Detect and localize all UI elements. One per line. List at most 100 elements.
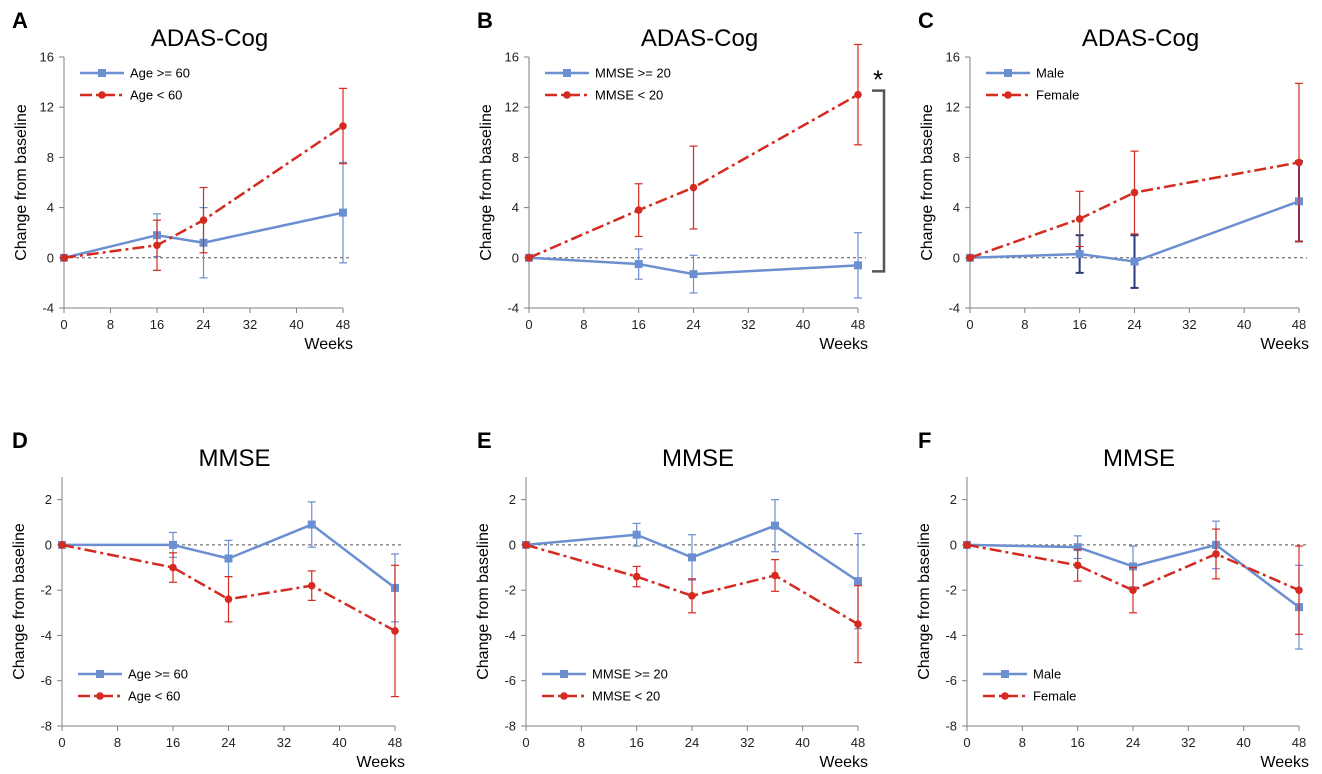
y-tick-label: 0 bbox=[950, 537, 957, 552]
data-point bbox=[771, 521, 779, 530]
x-axis-label: Weeks bbox=[819, 754, 868, 771]
y-tick-label: -6 bbox=[40, 673, 52, 688]
x-tick-label: 16 bbox=[1070, 735, 1084, 750]
x-tick-label: 40 bbox=[1236, 735, 1250, 750]
chart-title: MMSE bbox=[662, 445, 734, 472]
x-tick-label: 24 bbox=[1127, 317, 1141, 332]
x-tick-label: 48 bbox=[851, 317, 865, 332]
y-tick-label: 0 bbox=[509, 537, 516, 552]
y-tick-label: -4 bbox=[948, 301, 960, 316]
data-point bbox=[1130, 188, 1139, 197]
data-point bbox=[169, 540, 177, 549]
y-tick-label: 4 bbox=[512, 200, 519, 215]
data-point bbox=[1295, 158, 1303, 167]
legend-label: Female bbox=[1036, 88, 1079, 103]
legend-marker bbox=[1004, 69, 1012, 77]
y-tick-label: 0 bbox=[45, 537, 52, 552]
x-tick-label: 8 bbox=[107, 317, 114, 332]
data-point bbox=[339, 122, 347, 130]
data-point bbox=[634, 206, 643, 214]
series-red bbox=[966, 82, 1303, 262]
x-tick-label: 8 bbox=[1021, 317, 1028, 332]
y-axis-label: Change from baseline bbox=[919, 104, 936, 261]
series-line bbox=[528, 93, 859, 259]
panel-letter: B bbox=[477, 8, 493, 33]
series-line bbox=[969, 161, 1300, 259]
data-point bbox=[60, 253, 68, 262]
x-tick-label: 16 bbox=[631, 317, 645, 332]
x-tick-label: 24 bbox=[221, 735, 235, 750]
series-line bbox=[528, 256, 859, 276]
x-tick-label: 16 bbox=[1072, 317, 1086, 332]
data-point bbox=[771, 571, 779, 580]
legend-label: Female bbox=[1033, 689, 1076, 704]
x-tick-label: 48 bbox=[1292, 317, 1306, 332]
x-tick-label: 32 bbox=[277, 735, 291, 750]
series-red bbox=[60, 87, 347, 271]
data-point bbox=[153, 241, 161, 250]
x-tick-label: 40 bbox=[795, 735, 809, 750]
x-tick-label: 16 bbox=[166, 735, 180, 750]
x-axis-label: Weeks bbox=[819, 336, 868, 353]
data-point bbox=[966, 253, 974, 262]
y-tick-label: -2 bbox=[945, 583, 957, 598]
y-tick-label: 8 bbox=[47, 150, 54, 165]
y-axis-label: Change from baseline bbox=[916, 523, 933, 680]
data-point bbox=[525, 253, 533, 262]
data-point bbox=[632, 530, 641, 539]
data-point bbox=[688, 553, 696, 562]
chart-title: MMSE bbox=[199, 445, 271, 472]
y-tick-label: 0 bbox=[512, 250, 519, 265]
y-tick-label: -6 bbox=[504, 673, 516, 688]
y-tick-label: 4 bbox=[47, 200, 54, 215]
x-tick-label: 8 bbox=[580, 317, 587, 332]
y-axis-label: Change from baseline bbox=[11, 523, 28, 680]
series-line bbox=[525, 543, 859, 626]
x-tick-label: 32 bbox=[1182, 317, 1196, 332]
legend: Age >= 60 Age < 60 bbox=[80, 66, 190, 103]
y-tick-label: -4 bbox=[40, 628, 52, 643]
data-point bbox=[689, 270, 698, 279]
significance-star: * bbox=[873, 65, 883, 95]
x-tick-label: 48 bbox=[336, 317, 350, 332]
y-tick-label: 12 bbox=[946, 100, 960, 115]
data-point bbox=[224, 554, 233, 563]
legend-label: Male bbox=[1036, 66, 1064, 81]
x-tick-label: 40 bbox=[796, 317, 810, 332]
data-point bbox=[854, 90, 862, 99]
series-red bbox=[963, 528, 1303, 635]
x-tick-label: 40 bbox=[289, 317, 303, 332]
x-tick-label: 48 bbox=[851, 735, 865, 750]
x-tick-label: 48 bbox=[388, 735, 402, 750]
data-point bbox=[1129, 586, 1137, 594]
data-point bbox=[634, 260, 643, 269]
data-point bbox=[1073, 543, 1082, 552]
chart-title: ADAS-Cog bbox=[641, 25, 758, 52]
legend-marker bbox=[96, 692, 104, 700]
x-tick-label: 24 bbox=[196, 317, 210, 332]
x-tick-label: 0 bbox=[58, 735, 65, 750]
y-tick-label: 16 bbox=[505, 50, 519, 65]
legend-marker bbox=[560, 692, 568, 700]
chart-title: ADAS-Cog bbox=[151, 25, 268, 52]
x-tick-label: 0 bbox=[525, 317, 532, 332]
data-point bbox=[1075, 215, 1084, 223]
series-red bbox=[522, 541, 862, 664]
y-tick-label: 12 bbox=[505, 100, 519, 115]
legend-marker bbox=[98, 69, 106, 77]
legend-label: MMSE >= 20 bbox=[595, 66, 671, 81]
data-point bbox=[58, 541, 66, 549]
data-point bbox=[1129, 562, 1137, 571]
x-axis-label: Weeks bbox=[304, 336, 353, 353]
y-tick-label: 2 bbox=[509, 492, 516, 507]
y-axis-label: Change from baseline bbox=[13, 104, 30, 261]
legend-label: MMSE < 20 bbox=[592, 689, 660, 704]
legend-label: Male bbox=[1033, 667, 1061, 682]
y-tick-label: 2 bbox=[45, 492, 52, 507]
series-line bbox=[969, 200, 1300, 263]
data-point bbox=[1073, 561, 1082, 570]
x-tick-label: 32 bbox=[740, 735, 754, 750]
legend-label: MMSE >= 20 bbox=[592, 667, 668, 682]
significance-bracket bbox=[872, 89, 886, 273]
